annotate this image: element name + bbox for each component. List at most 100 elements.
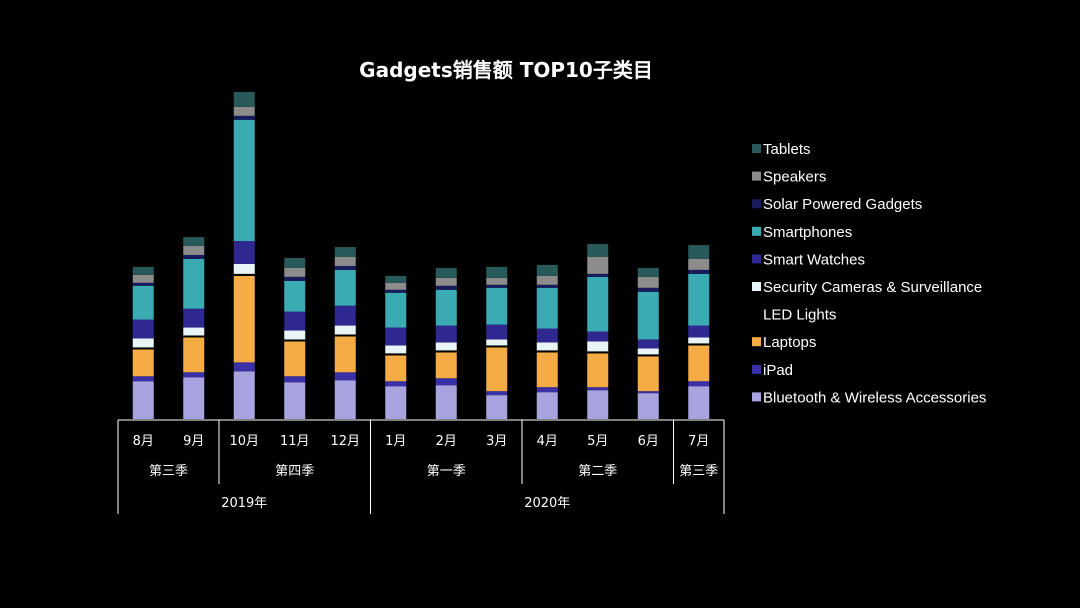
legend-label: Laptops [763, 334, 816, 351]
month-label: 6月 [638, 434, 659, 449]
month-label: 3月 [486, 434, 507, 449]
bar-segment-4-1 [284, 382, 306, 419]
month-label: 11月 [280, 434, 310, 449]
bar-segment-4-8 [284, 276, 306, 281]
bar-segment-3-10 [233, 91, 255, 107]
bar-segment-3-9 [233, 106, 255, 116]
bar-segment-10-3 [587, 353, 609, 388]
month-label: 8月 [133, 434, 154, 449]
bar-segment-8-9 [486, 277, 508, 285]
bar-segment-5-3 [334, 336, 356, 373]
legend-swatch [752, 337, 761, 347]
legend-label: Solar Powered Gadgets [763, 196, 922, 213]
bar-segment-2-9 [183, 246, 205, 255]
bar-segment-6-4 [385, 353, 407, 356]
bar-segment-5-10 [334, 247, 356, 257]
bar-segment-5-8 [334, 265, 356, 270]
month-label: 4月 [537, 434, 558, 449]
bar-segment-6-2 [385, 381, 407, 387]
bar-segment-12-1 [688, 386, 710, 419]
bar-segment-3-8 [233, 115, 255, 120]
legend-label: Smartphones [763, 224, 852, 241]
bar-segment-4-7 [284, 280, 306, 312]
bar-segment-8-5 [486, 339, 508, 346]
bar-segment-4-6 [284, 311, 306, 331]
bar-segment-2-7 [183, 258, 205, 309]
bar-segment-11-5 [637, 348, 659, 355]
bar-segment-11-2 [637, 391, 659, 394]
legend-swatch [752, 144, 761, 153]
bar-segment-8-3 [486, 347, 508, 392]
bar-segment-11-8 [637, 287, 659, 292]
bar-segment-6-5 [385, 345, 407, 354]
month-label: 1月 [385, 434, 406, 449]
bar-segment-10-8 [587, 273, 609, 277]
bar-segment-6-1 [385, 386, 407, 419]
bar-segment-1-9 [132, 274, 154, 283]
bar-segment-7-10 [435, 267, 457, 278]
bar-segment-8-4 [486, 345, 508, 348]
bar-segment-12-9 [688, 258, 710, 270]
bar-segment-12-5 [688, 337, 710, 344]
bar-segment-2-1 [183, 377, 205, 419]
month-label: 5月 [587, 434, 608, 449]
bar-segment-3-5 [233, 263, 255, 274]
quarter-label: 第一季 [427, 464, 466, 479]
bar-segment-7-7 [435, 289, 457, 326]
bar-segment-12-2 [688, 381, 710, 387]
bar-segment-10-10 [587, 244, 609, 257]
legend-label: iPad [763, 362, 793, 379]
bar-segment-4-2 [284, 376, 306, 383]
bar-segment-1-4 [132, 347, 154, 350]
legend-swatch [752, 171, 761, 181]
bar-segment-6-9 [385, 282, 407, 290]
bar-segment-1-5 [132, 338, 154, 348]
legend-swatch [752, 309, 761, 319]
bar-segment-7-2 [435, 378, 457, 386]
bar-segment-8-7 [486, 287, 508, 325]
bar-segment-11-9 [637, 276, 659, 288]
bar-segment-4-5 [284, 330, 306, 340]
bar-segment-1-7 [132, 285, 154, 320]
bar-segment-4-9 [284, 267, 306, 277]
bar-segment-4-10 [284, 257, 306, 268]
legend-swatch [752, 226, 761, 236]
bar-segment-11-6 [637, 339, 659, 349]
bar-segment-6-7 [385, 292, 407, 328]
chart-title: Gadgets销售额 TOP10子类目 [359, 58, 653, 82]
bar-segment-8-6 [486, 324, 508, 340]
bar-segment-5-6 [334, 305, 356, 326]
quarter-label: 第二季 [578, 464, 617, 479]
year-label: 2019年 [221, 496, 267, 511]
bar-segment-11-10 [637, 267, 659, 277]
bar-segment-9-2 [536, 387, 558, 393]
bar-segment-11-7 [637, 291, 659, 340]
bar-segment-8-1 [486, 395, 508, 419]
bar-segment-12-4 [688, 343, 710, 346]
quarter-label: 第三季 [679, 464, 718, 479]
bar-segment-5-4 [334, 334, 356, 337]
quarter-label: 第三季 [149, 464, 188, 479]
bar-segment-4-4 [284, 339, 306, 342]
bar-segment-12-8 [688, 269, 710, 274]
bar-segment-1-2 [132, 376, 154, 382]
bar-segment-7-1 [435, 385, 457, 419]
bar-segment-9-9 [536, 275, 558, 285]
bar-segment-2-4 [183, 335, 205, 338]
bar-segment-1-3 [132, 349, 154, 377]
bar-segment-2-3 [183, 337, 205, 373]
bar-segment-12-3 [688, 345, 710, 382]
legend-label: Smart Watches [763, 251, 865, 268]
bar-segment-7-6 [435, 325, 457, 343]
bar-segment-1-6 [132, 319, 154, 339]
bar-segment-1-1 [132, 381, 154, 419]
legend-label: Tablets [763, 141, 811, 158]
bar-segment-7-4 [435, 350, 457, 353]
bar-segment-6-3 [385, 355, 407, 382]
legend-label: Security Cameras & Surveillance [763, 279, 982, 296]
bar-segment-9-3 [536, 352, 558, 388]
bar-segment-8-8 [486, 284, 508, 288]
month-label: 7月 [688, 434, 709, 449]
month-label: 9月 [183, 434, 204, 449]
